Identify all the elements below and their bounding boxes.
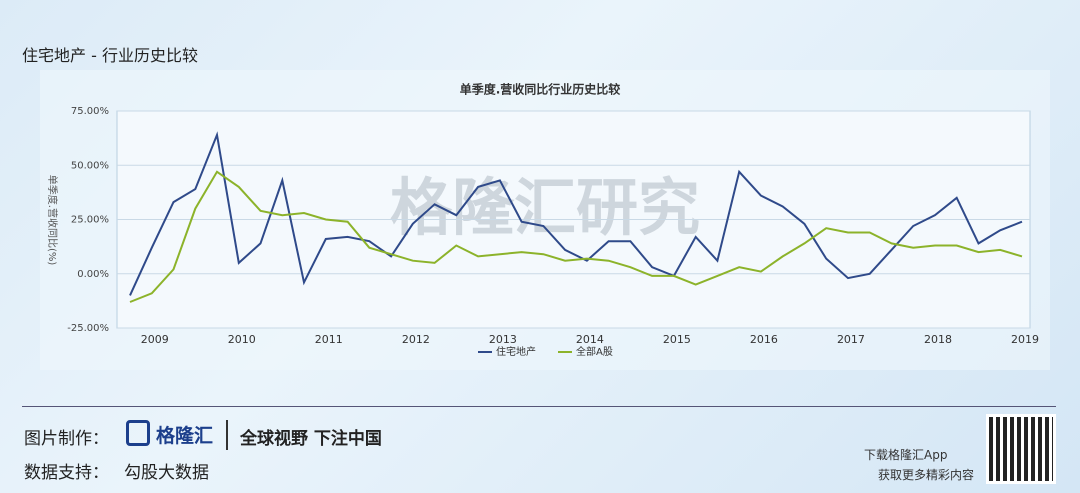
x-tick-label: 2016: [750, 333, 778, 346]
line-series: [129, 170, 1023, 303]
slogan: 全球视野 下注中国: [240, 429, 382, 449]
y-tick-label: -25.00%: [67, 323, 109, 334]
divider: [22, 406, 1056, 407]
app-text: 获取更多精彩内容: [878, 468, 975, 482]
x-tick-label: 2014: [576, 333, 604, 346]
y-tick-label: 50.00%: [71, 160, 109, 171]
app-text: 下载格隆汇App: [864, 448, 948, 462]
x-tick-label: 2017: [837, 333, 865, 346]
y-tick-label: 25.00%: [71, 215, 109, 226]
x-tick-label: 2011: [315, 333, 343, 346]
chart: 单季度.营收同比行业历史比较 单季度.营收同比(%) 格隆汇研究 -25.00%…: [40, 70, 1050, 370]
separator: [226, 420, 228, 450]
data-source: 勾股大数据: [124, 463, 209, 483]
logo-icon: [126, 420, 150, 446]
legend-label: 住宅地产: [496, 345, 536, 358]
header-title: 住宅地产 - 行业历史比较: [22, 46, 198, 65]
y-axis-label: 单季度.营收同比(%): [46, 175, 59, 266]
x-tick-label: 2019: [1011, 333, 1039, 346]
x-tick-label: 2015: [663, 333, 691, 346]
x-tick-label: 2009: [141, 333, 169, 346]
x-tick-label: 2010: [228, 333, 256, 346]
chart-title: 单季度.营收同比行业历史比较: [460, 82, 621, 97]
x-tick-label: 2013: [489, 333, 517, 346]
x-tick-label: 2012: [402, 333, 430, 346]
watermark: 格隆汇研究: [390, 171, 700, 244]
y-tick-label: 75.00%: [71, 106, 109, 117]
y-tick-label: 0.00%: [77, 269, 109, 280]
footer-label: 数据支持：: [24, 463, 109, 483]
qr-code: [986, 414, 1056, 484]
logo-text: 格隆汇: [156, 425, 214, 447]
footer-label: 图片制作：: [24, 429, 109, 449]
legend-label: 全部A股: [576, 345, 613, 358]
x-tick-label: 2018: [924, 333, 952, 346]
line-series: [129, 131, 1023, 296]
